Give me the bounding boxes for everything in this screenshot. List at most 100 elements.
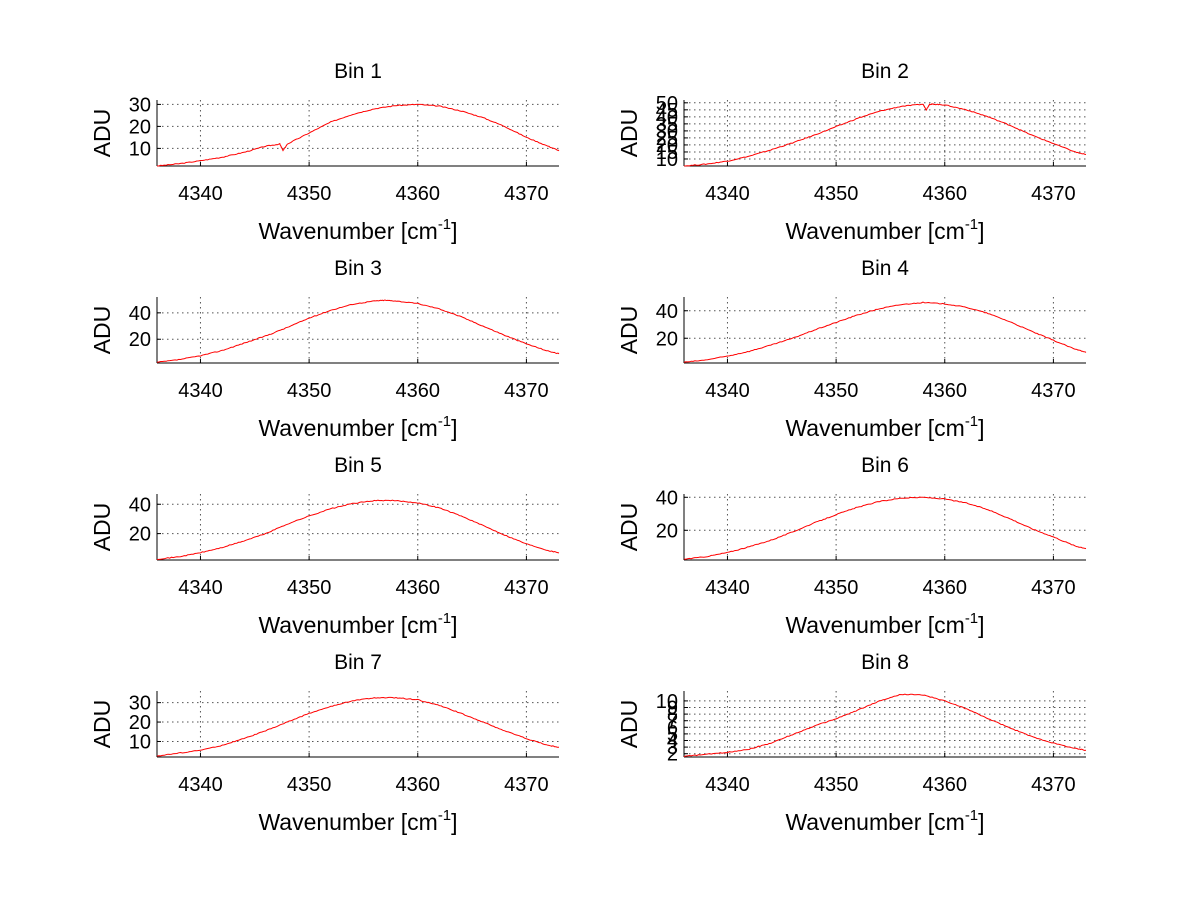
x-tick-label: 4350 — [287, 183, 332, 205]
y-tick-label: 10 — [656, 149, 678, 171]
subplot-title: Bin 5 — [334, 454, 382, 477]
y-tick-label: 20 — [129, 712, 151, 734]
x-axis-label-bracket: ] — [451, 612, 457, 638]
x-tick-label: 4370 — [504, 183, 549, 205]
y-tick-label: 25 — [656, 128, 678, 150]
y-tick-label: 20 — [656, 328, 678, 350]
y-tick-label: 20 — [656, 520, 678, 542]
y-tick-label: 40 — [129, 303, 151, 325]
x-axis-label: Wavenumber [cm-1] — [785, 216, 984, 244]
x-tick-label: 4370 — [504, 380, 549, 402]
y-tick-label: 40 — [656, 107, 678, 129]
x-tick-label: 4360 — [923, 380, 968, 402]
x-axis-label-superscript: -1 — [438, 216, 451, 233]
y-tick-label: 10 — [129, 731, 151, 753]
y-axis-label: ADU — [616, 503, 642, 552]
x-axis-label-superscript: -1 — [965, 413, 978, 430]
x-axis-label-superscript: -1 — [438, 610, 451, 627]
x-tick-label: 4360 — [396, 380, 441, 402]
x-tick-label: 4360 — [396, 183, 441, 205]
series-line — [683, 103, 1087, 167]
y-axis-label: ADU — [89, 503, 115, 552]
x-axis-label-superscript: -1 — [438, 807, 451, 824]
x-tick-label: 4370 — [504, 774, 549, 796]
y-tick-label: 6 — [667, 717, 678, 739]
y-tick-label: 40 — [656, 487, 678, 509]
y-tick-label: 20 — [656, 135, 678, 157]
y-tick-label: 8 — [667, 704, 678, 726]
y-axis-label: ADU — [89, 306, 115, 355]
y-tick-label: 35 — [656, 114, 678, 136]
x-axis-label-superscript: -1 — [965, 807, 978, 824]
x-tick-label: 4360 — [396, 774, 441, 796]
subplot-title: Bin 3 — [334, 257, 382, 280]
x-axis-label: Wavenumber [cm-1] — [785, 610, 984, 638]
subplot-title: Bin 2 — [861, 60, 909, 83]
y-tick-label: 20 — [129, 524, 151, 546]
y-tick-label: 15 — [656, 142, 678, 164]
y-tick-label: 30 — [129, 693, 151, 715]
subplot-title: Bin 6 — [861, 454, 909, 477]
x-tick-label: 4340 — [178, 380, 223, 402]
x-axis-label-bracket: ] — [451, 218, 457, 244]
x-tick-label: 4370 — [1031, 183, 1076, 205]
y-tick-label: 45 — [656, 100, 678, 122]
x-axis-label-bracket: ] — [978, 809, 984, 835]
y-tick-label: 10 — [656, 691, 678, 713]
x-tick-label: 4350 — [287, 380, 332, 402]
x-axis-label-text: Wavenumber [cm — [258, 218, 437, 244]
y-tick-label: 20 — [129, 116, 151, 138]
x-tick-label: 4370 — [504, 577, 549, 599]
y-axis-label: ADU — [616, 700, 642, 749]
x-axis-label-text: Wavenumber [cm — [785, 415, 964, 441]
x-axis-label-superscript: -1 — [965, 216, 978, 233]
x-axis-label-bracket: ] — [451, 415, 457, 441]
subplot-bin-4: Bin 4 4340 4350 4360 4370 20 40 Wavenumber [cm-… — [616, 257, 1087, 441]
x-tick-label: 4370 — [1031, 577, 1076, 599]
x-tick-label: 4350 — [814, 774, 859, 796]
subplot-title: Bin 1 — [334, 60, 382, 83]
subplot-title: Bin 7 — [334, 651, 382, 674]
x-tick-label: 4340 — [178, 183, 223, 205]
x-tick-label: 4340 — [178, 774, 223, 796]
y-axis-label: ADU — [616, 109, 642, 158]
subplot-bin-5: Bin 5 4340 4350 4360 4370 20 40 Wavenumber [cm-… — [89, 454, 560, 638]
y-axis-label: ADU — [616, 306, 642, 355]
x-tick-label: 4350 — [287, 774, 332, 796]
x-tick-label: 4340 — [705, 774, 750, 796]
y-tick-label: 7 — [667, 711, 678, 733]
y-tick-label: 20 — [129, 329, 151, 351]
subplot-title: Bin 4 — [861, 257, 909, 280]
x-axis-label-superscript: -1 — [965, 610, 978, 627]
x-tick-label: 4350 — [287, 577, 332, 599]
y-tick-label: 10 — [129, 138, 151, 160]
x-tick-label: 4350 — [814, 577, 859, 599]
series-line — [683, 693, 1087, 758]
x-axis-label: Wavenumber [cm-1] — [258, 807, 457, 835]
subplot-bin-6: Bin 6 4340 4350 4360 4370 20 40 Wavenumber [cm-… — [616, 454, 1087, 638]
y-tick-label: 40 — [129, 494, 151, 516]
y-tick-label: 3 — [667, 737, 678, 759]
x-axis-label: Wavenumber [cm-1] — [785, 807, 984, 835]
y-tick-label: 9 — [667, 698, 678, 720]
x-axis-label-text: Wavenumber [cm — [258, 809, 437, 835]
y-axis-label: ADU — [89, 109, 115, 158]
x-tick-label: 4360 — [923, 774, 968, 796]
series-line — [683, 496, 1087, 560]
x-tick-label: 4350 — [814, 380, 859, 402]
x-axis-label-text: Wavenumber [cm — [258, 415, 437, 441]
x-tick-label: 4350 — [814, 183, 859, 205]
subplot-bin-3: Bin 3 4340 4350 4360 4370 20 40 Wavenumber [cm-… — [89, 257, 560, 441]
y-axis-label: ADU — [89, 700, 115, 749]
y-tick-label: 5 — [667, 724, 678, 746]
y-tick-label: 30 — [656, 121, 678, 143]
x-axis-label-text: Wavenumber [cm — [258, 612, 437, 638]
x-tick-label: 4340 — [178, 577, 223, 599]
series-line — [156, 299, 560, 363]
x-tick-label: 4370 — [1031, 774, 1076, 796]
x-tick-label: 4340 — [705, 183, 750, 205]
